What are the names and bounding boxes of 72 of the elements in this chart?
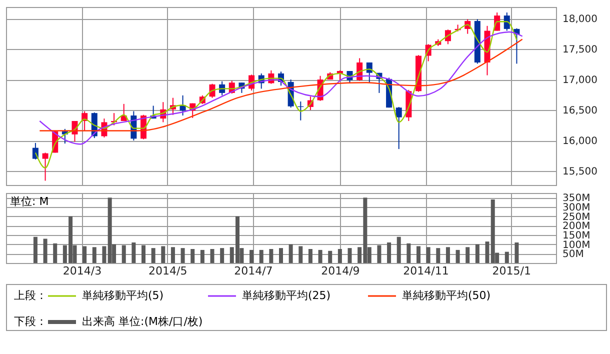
bar [456,250,460,263]
bar [514,242,519,263]
y-tick-label: 17,500 [562,44,598,56]
bar [259,250,264,263]
y-tick-label: 350M [562,193,590,204]
y-tick-label: 250M [562,212,590,223]
bar [102,246,106,263]
bar [446,247,450,263]
bar [328,250,332,263]
bar [132,242,136,263]
candlestick [396,106,402,150]
x-tick-label: 2014/11 [403,264,449,278]
bar [338,249,342,263]
bar [82,246,87,263]
bar [377,245,382,263]
y-tick-label: 16,000 [562,136,598,147]
y-tick-label: 16,500 [562,106,598,117]
bar [151,248,156,263]
x-tick-label: 2014/5 [148,264,188,278]
bar [348,248,352,263]
line-series [39,31,523,145]
legend-label: 出来高 単位:(M株/口/枚) [82,315,203,328]
bar [387,242,392,263]
bar [33,236,38,263]
bar [466,247,470,263]
bar [122,245,126,263]
bar [161,246,166,263]
bar [475,244,480,263]
x-tick-label: 2014/7 [234,264,273,278]
legend-label: 単純移動平均(50) [402,289,491,302]
bar [406,243,411,263]
bar [298,246,303,263]
bar [210,249,214,263]
bar [190,249,195,263]
x-tick-label: 2014/9 [321,264,360,278]
y-tick-label: 17,000 [562,75,598,86]
bar [436,248,440,263]
bar [279,248,283,263]
y-tick-label: 100M [562,240,590,251]
y-tick-label: 50M [562,249,584,260]
bar [250,250,254,263]
bar [108,198,112,263]
bar [416,246,420,263]
bar [180,248,185,263]
candlestick [42,152,48,182]
legend-label: 単純移動平均(5) [82,289,164,302]
bar [396,236,401,263]
y-tick-label: 15,500 [562,166,598,178]
legend-label: 単純移動平均(25) [242,289,331,302]
bar [426,247,430,263]
y-tick-label: 200M [562,221,590,232]
bar [142,245,146,263]
text: 上段： [14,289,47,302]
bar [269,249,274,263]
bar [53,243,58,263]
bar [200,250,204,263]
text: 下段： [14,315,47,328]
bar [220,248,224,263]
bar [92,247,96,263]
candlestick [504,12,510,32]
annotation: 単位: M [10,195,49,208]
y-tick-label: 18,000 [562,14,598,26]
y-tick-label: 300M [562,202,590,214]
x-tick-label: 2015/1 [492,264,531,278]
bar [288,244,293,263]
bar [170,247,175,263]
bar [308,249,312,263]
y-tick-label: 150M [562,230,590,242]
bar [318,250,322,263]
bar [504,252,509,263]
bar [43,238,48,263]
x-tick-label: 2014/3 [62,264,102,278]
